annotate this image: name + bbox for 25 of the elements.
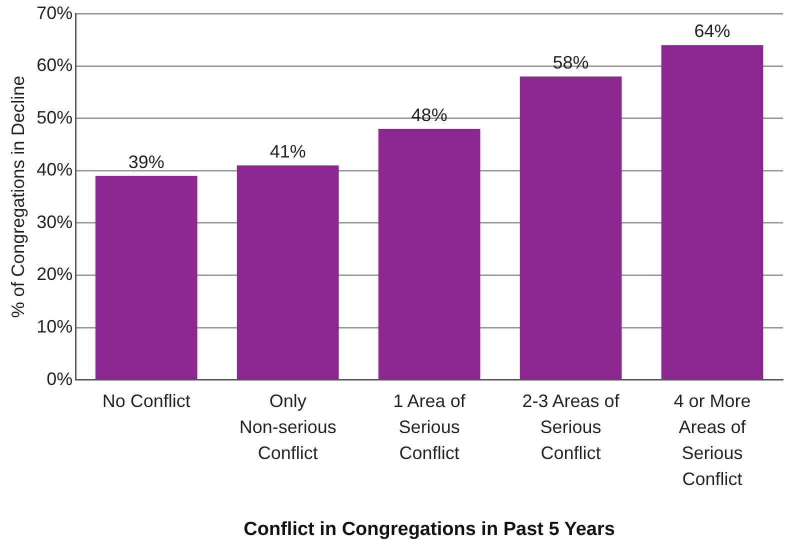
- data-label: 39%: [128, 152, 164, 172]
- bar: [95, 176, 198, 380]
- y-tick-label: 10%: [36, 316, 73, 336]
- data-label: 41%: [270, 141, 306, 162]
- y-tick-label: 40%: [36, 160, 73, 180]
- y-axis-title: % of Congregations in Decline: [8, 76, 28, 318]
- bar: [378, 128, 480, 380]
- bar: [661, 45, 764, 380]
- data-label: 48%: [411, 104, 448, 125]
- y-tick-label: 70%: [36, 2, 73, 23]
- bar: [236, 165, 339, 380]
- x-tick-label: 4 or More Areas of Serious Conflict: [674, 390, 751, 490]
- x-axis-title: Conflict in Congregations in Past 5 Years: [244, 518, 615, 540]
- x-tick-label: 2-3 Areas of Serious Conflict: [522, 390, 620, 464]
- x-tick-label: No Conflict: [102, 390, 190, 411]
- x-tick-label: Only Non-serious Conflict: [239, 390, 336, 464]
- y-tick-label: 30%: [36, 212, 73, 232]
- bar: [520, 76, 622, 380]
- y-tick-label: 0%: [46, 368, 73, 389]
- x-tick-label: 1 Area of Serious Conflict: [393, 390, 466, 464]
- y-tick-label: 50%: [36, 107, 73, 128]
- y-tick-label: 60%: [36, 55, 73, 76]
- data-label: 64%: [694, 21, 730, 42]
- data-label: 58%: [552, 52, 589, 73]
- y-tick-label: 20%: [36, 264, 73, 284]
